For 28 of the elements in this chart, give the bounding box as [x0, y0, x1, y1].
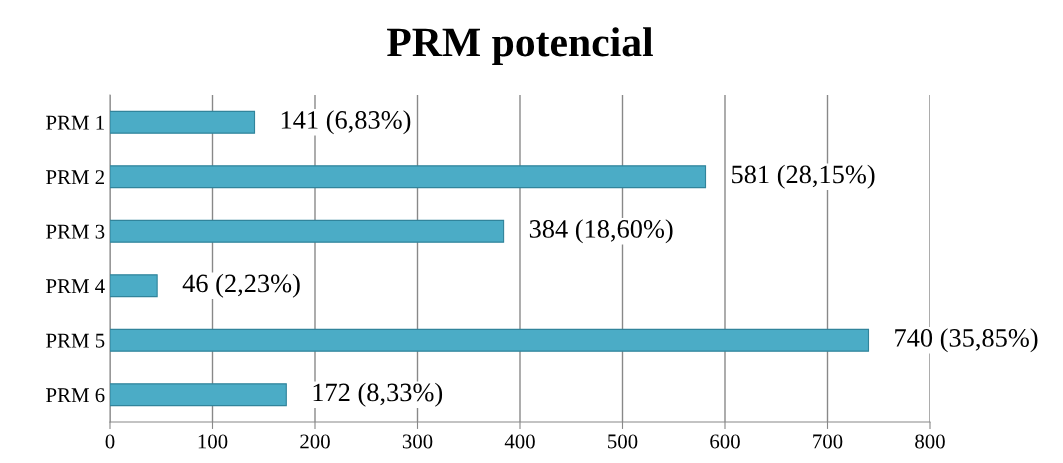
bar: [110, 383, 287, 407]
x-tick-label: 700: [813, 434, 843, 449]
bar: [110, 110, 256, 134]
x-tick-label: 500: [608, 434, 638, 449]
y-tick-label: PRM 5: [46, 333, 105, 348]
y-tick-label: PRM 3: [46, 224, 105, 239]
chart-title: PRM potencial: [387, 27, 653, 65]
x-tick-label: 300: [402, 434, 433, 449]
bar: [110, 274, 158, 298]
data-label: 46 (2,23%): [182, 273, 300, 298]
data-label: 172 (8,33%): [313, 382, 443, 407]
y-tick-label: PRM 1: [46, 115, 104, 130]
x-tick-label: 800: [915, 434, 945, 449]
data-label: 141 (6,83%): [281, 110, 411, 135]
y-tick-label: PRM 4: [46, 279, 105, 293]
x-tick-label: 200: [300, 434, 330, 449]
x-tick-label: 0: [105, 434, 115, 449]
bar: [110, 165, 707, 189]
data-label: 581 (28,15%): [732, 164, 875, 189]
y-tick-label: PRM 2: [46, 170, 104, 184]
y-tick-label: PRM 6: [46, 388, 105, 403]
x-tick-label: 100: [198, 434, 228, 449]
bar: [110, 219, 505, 243]
data-label: 384 (18,60%): [529, 219, 673, 244]
x-tick-label: 600: [710, 434, 740, 449]
x-tick-label: 400: [504, 434, 535, 449]
data-label: 740 (35,85%): [895, 328, 1038, 353]
bar: [110, 328, 870, 352]
